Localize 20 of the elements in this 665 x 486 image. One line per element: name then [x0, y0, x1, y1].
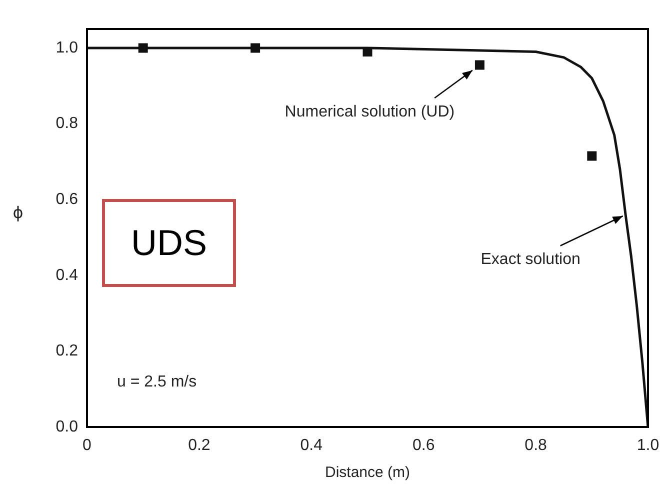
point: [587, 151, 597, 161]
x-tick-label: 0.2: [188, 437, 210, 454]
y-tick-label: 0.2: [56, 342, 78, 360]
x-axis-title: Distance (m): [324, 464, 410, 482]
y-tick-label: 0.0: [56, 418, 78, 436]
point: [474, 60, 484, 70]
y-tick-label: 0.6: [56, 190, 78, 208]
y-tick-label: 1.0: [56, 39, 78, 56]
x-tick-label: 0.8: [524, 437, 548, 454]
x-tick-label: 0: [82, 437, 92, 454]
annotation: Exact solution: [480, 251, 580, 268]
annotation: Numerical solution (UD): [284, 103, 455, 120]
y-tick-label: 0.4: [56, 266, 78, 284]
annotation: u = 2.5 m/s: [117, 373, 197, 390]
x-tick-label: 0.6: [412, 437, 435, 454]
outlined-box: UDS: [102, 199, 236, 287]
y-tick-label: 0.8: [56, 115, 78, 132]
x-tick-label: 0.4: [300, 437, 323, 454]
x-tick-label: 1.0: [636, 437, 660, 454]
y-axis-title: ϕ: [12, 203, 24, 222]
